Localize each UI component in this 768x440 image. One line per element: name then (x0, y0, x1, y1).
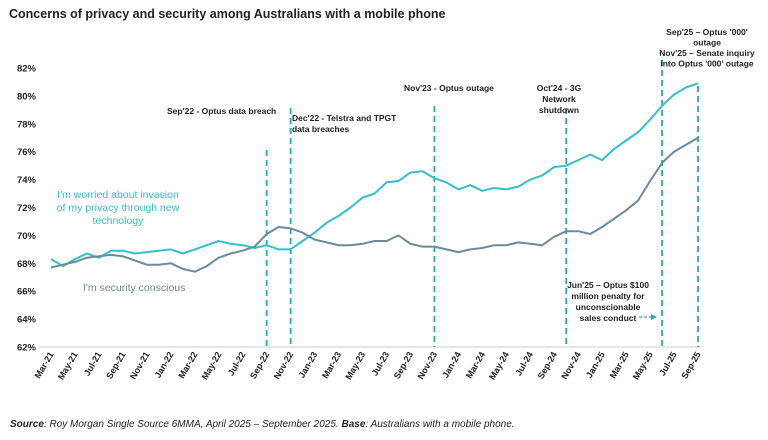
x-tick-label: Nov-24 (559, 350, 583, 381)
series-lines (50, 82, 699, 273)
source-note: Source: Roy Morgan Single Source 6MMA, A… (10, 419, 515, 430)
x-tick-label: May-22 (200, 350, 224, 381)
y-tick-label: 78% (17, 119, 37, 130)
source-label: Source (10, 419, 44, 430)
x-tick-label: Sep-25 (679, 350, 702, 381)
x-tick-label: May-25 (631, 350, 655, 381)
x-tick-label: Jul-25 (657, 350, 679, 378)
x-tick-label: Mar-23 (320, 350, 343, 380)
privacy-series-label: I'm worried about invasion (57, 189, 179, 201)
y-tick-label: 68% (17, 259, 37, 270)
event-label: Nov'23 - Optus outage (404, 83, 494, 93)
x-tick-label: Jan-24 (440, 350, 463, 380)
x-tick-label: May-23 (343, 350, 367, 381)
event-label: million penalty for (571, 291, 645, 301)
x-tick-label: Nov-22 (272, 350, 296, 381)
event-label: Oct'24 - 3G (537, 83, 582, 93)
event-label: sales conduct (580, 313, 637, 323)
x-tick-label: Jul-21 (82, 350, 104, 378)
y-tick-label: 70% (17, 231, 37, 242)
y-tick-label: 74% (17, 175, 37, 186)
base-text: : Australians with a mobile phone. (365, 419, 515, 430)
x-tick-label: Sep-21 (104, 350, 127, 381)
x-tick-label: Mar-25 (608, 350, 631, 380)
privacy-series-line (50, 82, 699, 268)
x-tick-label: Jul-24 (513, 350, 535, 378)
event-label: Network (542, 94, 576, 104)
event-pointer-arrow (651, 314, 657, 320)
x-tick-label: Mar-22 (176, 350, 199, 380)
source-text: : Roy Morgan Single Source 6MMA, April 2… (43, 419, 342, 430)
y-tick-label: 72% (17, 203, 37, 214)
event-label: outage (693, 38, 721, 48)
privacy-series-label: of my privacy through new (57, 202, 180, 214)
y-tick-label: 76% (17, 147, 37, 158)
x-tick-label: Jan-25 (584, 350, 607, 380)
event-label: Sep'22 - Optus data breach (167, 106, 276, 116)
event-label: into Optus '000' outage (660, 59, 754, 69)
x-tick-label: Jul-23 (370, 350, 392, 378)
base-label: Base (341, 419, 366, 430)
event-label: data breaches (292, 124, 349, 134)
y-tick-label: 66% (17, 287, 37, 298)
x-tick-label: Jul-22 (226, 350, 248, 378)
x-tick-label: Jan-22 (153, 350, 176, 380)
x-tick-label: Mar-21 (33, 350, 56, 380)
x-tick-label: May-24 (487, 350, 511, 381)
event-label: Sep'25 – Optus '000' (666, 27, 748, 37)
chart-title: Concerns of privacy and security among A… (9, 7, 445, 21)
x-tick-label: Jan-23 (296, 350, 319, 380)
security-series-line (50, 136, 699, 273)
x-tick-label: Sep-22 (248, 350, 271, 381)
event-label: Nov'25 – Senate inquiry (659, 48, 755, 58)
event-label: Jun'25 – Optus $100 (567, 280, 649, 290)
security-series-label: I'm security conscious (83, 282, 185, 294)
privacy-series-label: technology (93, 215, 145, 227)
y-tick-label: 62% (17, 343, 37, 354)
event-annotations: Sep'22 - Optus data breach Dec'22 - Telst… (167, 27, 755, 323)
y-tick-label: 80% (17, 91, 37, 102)
event-label: unconscionable (576, 302, 641, 312)
x-tick-label: Sep-23 (392, 350, 415, 381)
event-label: Dec'22 - Telstra and TPGT (292, 113, 397, 123)
y-tick-label: 64% (17, 315, 37, 326)
x-tick-label: May-21 (56, 350, 80, 381)
x-tick-label: Nov-21 (128, 350, 152, 381)
x-tick-label: Mar-24 (464, 350, 487, 380)
event-markers (265, 60, 699, 347)
y-tick-label: 82% (17, 64, 37, 75)
event-label: shutdown (539, 105, 579, 115)
x-tick-label: Sep-24 (536, 350, 559, 381)
x-tick-label: Nov-23 (415, 350, 439, 381)
